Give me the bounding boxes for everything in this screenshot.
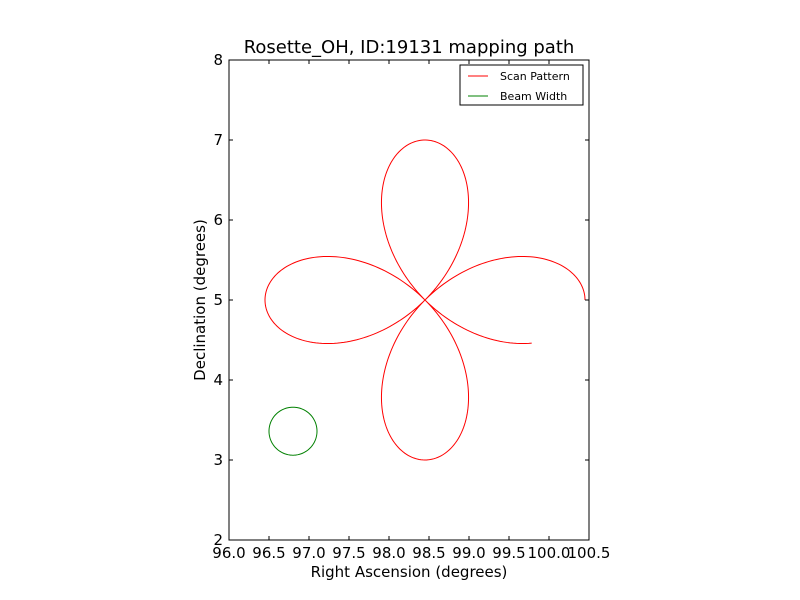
x-axis-label: Right Ascension (degrees)	[311, 563, 508, 581]
legend: Scan Pattern Beam Width	[459, 64, 584, 106]
x-tick-label: 98.0	[372, 544, 405, 562]
series-line-scan-pattern	[264, 139, 586, 461]
x-tick-label: 96.5	[252, 544, 285, 562]
series-line-beam-width	[268, 406, 318, 456]
x-tick-label: 99.5	[492, 544, 525, 562]
y-axis-label: Declination (degrees)	[191, 219, 209, 381]
x-tick-label: 100.0	[528, 544, 571, 562]
x-tick-label: 98.5	[412, 544, 445, 562]
legend-label-scan-pattern: Scan Pattern	[500, 70, 570, 83]
axes-background	[229, 60, 589, 540]
legend-box	[459, 64, 584, 106]
y-tick-label: 7	[213, 131, 223, 149]
y-tick-label: 3	[213, 451, 223, 469]
x-tick-label: 97.0	[292, 544, 325, 562]
x-tick-label: 100.5	[568, 544, 611, 562]
y-tick-label: 4	[213, 371, 223, 389]
y-tick-label: 8	[213, 51, 223, 69]
x-tick-label: 96.0	[212, 544, 245, 562]
y-tick-label: 5	[213, 291, 223, 309]
x-tick-label: 99.0	[452, 544, 485, 562]
series-layer	[264, 139, 586, 461]
legend-label-beam-width: Beam Width	[500, 90, 567, 103]
y-tick-label: 2	[213, 531, 223, 549]
chart-title: Rosette_OH, ID:19131 mapping path	[244, 37, 575, 58]
y-tick-label: 6	[213, 211, 223, 229]
ticks-layer: 96.0 96.5 97.0 97.5 98.0 98.5 99.0 99.5 100.0100…	[212, 51, 610, 562]
x-tick-label: 97.5	[332, 544, 365, 562]
